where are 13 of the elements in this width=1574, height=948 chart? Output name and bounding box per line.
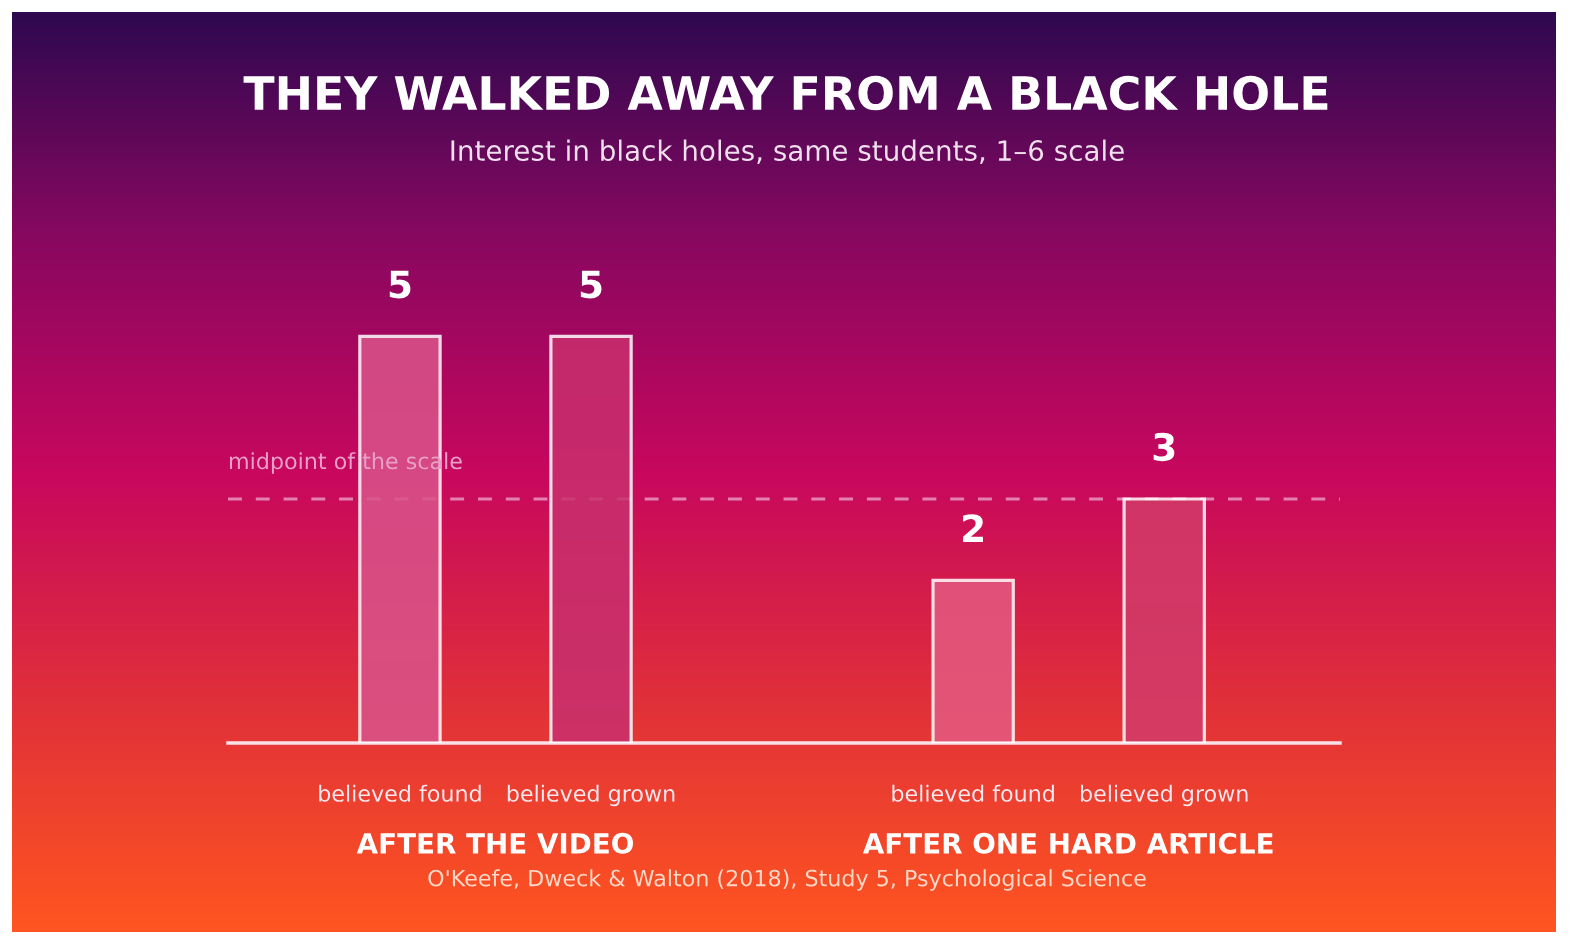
- text: O'Keefe, Dweck & Walton (2018), Study 5, Psychological Science: [428, 869, 1146, 891]
- x-tick-label: believed grown: [507, 784, 675, 807]
- text: AFTER ONE HARD ARTICLE: [862, 832, 1273, 854]
- chart-title: THEY WALKED AWAY FROM A BLACK HOLE: [243, 75, 1328, 111]
- data-label: 3: [1153, 432, 1175, 462]
- x-tick-label: believed found: [892, 784, 1054, 802]
- text: AFTER THE VIDEO: [356, 832, 633, 854]
- x-tick-label: believed found: [319, 784, 481, 802]
- chart-subtitle: Interest in black holes, same students, 1–6 scale: [451, 139, 1124, 164]
- x-tick-label: believed grown: [1081, 784, 1248, 807]
- data-label: 2: [963, 514, 983, 542]
- data-label: 5: [389, 270, 411, 299]
- data-label: 5: [580, 270, 602, 299]
